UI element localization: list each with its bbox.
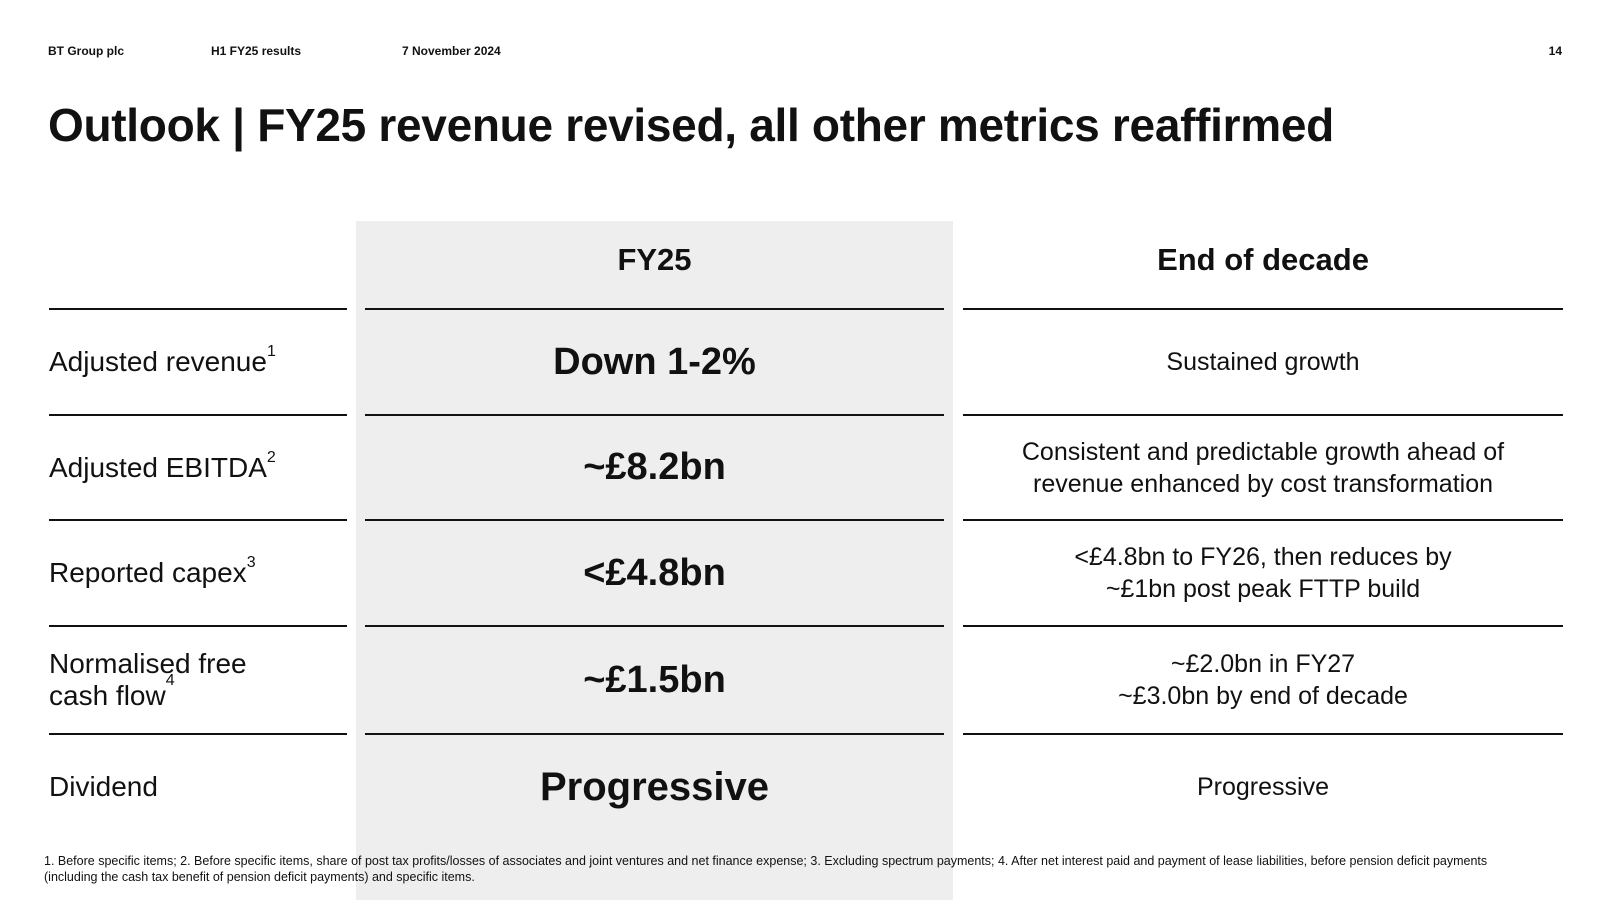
divider <box>365 519 944 521</box>
row-end-adjusted-ebitda: Consistent and predictable growth ahead … <box>963 416 1563 519</box>
divider <box>49 625 347 627</box>
row-label-reported-capex: Reported capex 3 <box>49 554 256 589</box>
divider <box>365 308 944 310</box>
divider <box>365 625 944 627</box>
row-label-normalised-free-cash-flow: Normalised free cash flow4 <box>49 627 247 733</box>
row-end-reported-capex: <£4.8bn to FY26, then reduces by ~£1bn p… <box>963 521 1563 625</box>
row-end-dividend: Progressive <box>963 735 1563 839</box>
divider <box>963 519 1563 521</box>
footnote-ref: 4 <box>165 671 175 689</box>
page-number: 14 <box>1548 44 1562 58</box>
row-end-normalised-free-cash-flow: ~£2.0bn in FY27 ~£3.0bn by end of decade <box>963 627 1563 733</box>
end-line: Consistent and predictable growth ahead … <box>1021 437 1505 466</box>
divider <box>49 519 347 521</box>
row-fy25-reported-capex: <£4.8bn <box>583 551 726 594</box>
divider <box>365 414 944 416</box>
company-name: BT Group plc <box>48 44 124 58</box>
row-fy25-normalised-free-cash-flow: ~£1.5bn <box>583 658 726 701</box>
divider <box>963 308 1563 310</box>
end-line: Progressive <box>1197 773 1329 801</box>
row-label-adjusted-revenue: Adjusted revenue 1 <box>49 343 276 378</box>
end-line: revenue enhanced by cost transformation <box>1033 469 1493 498</box>
row-label-line: cash flow <box>49 680 166 711</box>
fy25-column-background <box>356 221 953 900</box>
divider <box>963 414 1563 416</box>
row-fy25-dividend: Progressive <box>539 764 770 809</box>
end-line: ~£1bn post peak FTTP build <box>1105 575 1421 603</box>
divider <box>963 733 1563 735</box>
divider <box>49 308 347 310</box>
divider <box>49 733 347 735</box>
row-fy25-adjusted-revenue: Down 1-2% <box>553 340 756 383</box>
row-label-dividend: Dividend <box>49 735 158 839</box>
end-line: ~£3.0bn by end of decade <box>1118 682 1408 710</box>
end-line: ~£2.0bn in FY27 <box>1170 650 1356 678</box>
divider <box>365 733 944 735</box>
row-label-text: Dividend <box>49 771 158 802</box>
footnotes: 1. Before specific items; 2. Before spec… <box>44 854 1488 884</box>
row-label-text: Reported capex <box>49 557 247 588</box>
row-end-adjusted-revenue: Sustained growth <box>963 310 1563 414</box>
row-label-line: Normalised free <box>49 648 247 679</box>
divider <box>963 625 1563 627</box>
report-name: H1 FY25 results <box>211 44 302 58</box>
row-label-text: Adjusted EBITDA <box>49 451 267 483</box>
fy25-column-header: FY25 <box>617 242 692 277</box>
slide-title: Outlook | FY25 revenue revised, all othe… <box>48 99 1334 151</box>
end-of-decade-column-header: End of decade <box>1157 242 1369 277</box>
divider <box>49 414 347 416</box>
report-date: 7 November 2024 <box>402 44 501 58</box>
row-label-text: Adjusted revenue <box>49 346 267 377</box>
end-line: Sustained growth <box>1166 348 1360 376</box>
row-label-adjusted-ebitda: Adjusted EBITDA 2 <box>49 448 276 483</box>
row-fy25-adjusted-ebitda: ~£8.2bn <box>583 446 726 488</box>
end-line: <£4.8bn to FY26, then reduces by <box>1074 543 1452 571</box>
